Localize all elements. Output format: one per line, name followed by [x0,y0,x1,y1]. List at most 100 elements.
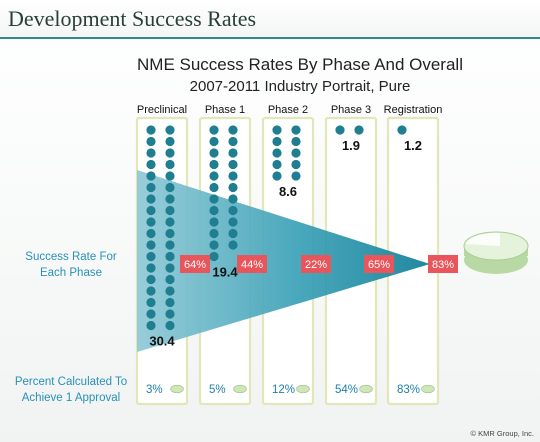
compound-count-label: 1.9 [342,138,360,153]
compound-dot [291,159,301,170]
compound-dot [354,125,364,135]
compound-dot [146,171,156,181]
cumulative-percent-label: 5% [209,384,226,396]
compound-dots [146,125,407,331]
compound-dot [165,240,175,250]
compound-dot [209,136,219,147]
pill-icon [170,384,184,394]
compound-dot [397,125,407,135]
compound-dot [146,228,156,239]
compound-dot [146,136,156,147]
pill-icon [296,384,310,394]
phase-label: Registration [384,104,443,116]
compound-dot [209,171,219,181]
success-rate-label: 65% [368,259,390,271]
funnel-area [137,170,430,352]
success-rate-axis-label: Each Phase [40,267,102,279]
cumulative-axis-label: Achieve 1 Approval [22,392,120,404]
compound-dot [165,125,175,135]
compound-dot [228,205,238,216]
compound-dot [335,125,345,135]
compound-dot [146,297,156,308]
compound-dot [146,217,156,227]
compound-dot [228,148,238,158]
cumulative-percent-label: 3% [146,384,163,396]
compound-dot [209,251,219,262]
success-rate-box [364,255,394,273]
success-rate-box [180,255,210,273]
cumulative-percent-label: 12% [272,384,295,396]
compound-dot [272,125,282,135]
credit: © KMR Group, Inc. [470,429,534,438]
pill-icon [233,384,247,394]
phase-label: Preclinical [137,104,187,116]
funnel-shape [137,170,430,352]
compound-dot [165,228,175,239]
compound-dot [272,136,282,147]
cumulative-percent-label: 83% [397,384,420,396]
compound-dot [146,251,156,262]
compound-dot [209,228,219,239]
compound-dot [165,194,175,204]
compound-dot [165,274,175,285]
chart-title: NME Success Rates By Phase And Overall [137,55,463,74]
phase-label: Phase 1 [205,104,245,116]
slide-title: Development Success Rates [8,6,257,31]
compound-dot [209,148,219,158]
compound-dot [146,320,156,331]
compound-dot [209,125,219,135]
compound-dot [272,159,282,170]
compound-dot [146,159,156,170]
header-rule [0,37,540,39]
compound-dot [228,125,238,135]
compound-dot [272,148,282,158]
compound-dot [209,182,219,193]
compound-dot [228,159,238,170]
compound-count-label: 19.4 [212,265,238,280]
compound-dot [291,125,301,135]
chart-labels: Preclinical Phase 1 Phase 2 Phase 3 Registra… [15,104,529,404]
compound-dot [165,320,175,331]
compound-count-label: 8.6 [279,184,297,199]
compound-dot [165,263,175,273]
header-bar [0,0,540,38]
compound-dot [228,240,238,250]
success-rate-label: 22% [305,259,327,271]
compound-dot [146,205,156,216]
compound-dot [146,274,156,285]
compound-dot [146,125,156,135]
chart-subtitle: 2007-2011 Industry Portrait, Pure [189,78,411,95]
pill-icon [421,384,435,394]
compound-dot [146,263,156,273]
compound-dot [146,309,156,319]
phase-label: Phase 2 [268,104,308,116]
compound-dot [165,205,175,216]
cumulative-axis-label: Percent Calculated To [15,376,127,388]
compound-dot [146,148,156,158]
compound-dot [291,136,301,147]
success-rate-label: 44% [241,259,263,271]
compound-dot [146,286,156,296]
compound-dot [228,171,238,181]
compound-dot [272,171,282,181]
success-rate-box [237,255,267,273]
compound-dot [165,136,175,147]
cumulative-percent-label: 54% [335,384,358,396]
compound-dot [165,182,175,193]
success-rate-axis-label: Success Rate For [25,251,117,263]
compound-dot [209,159,219,170]
compound-dot [165,148,175,158]
compound-dot [291,148,301,158]
compound-dot [228,217,238,227]
compound-dot [146,194,156,204]
compound-dot [209,205,219,216]
compound-dot [165,309,175,319]
compound-dot [228,194,238,204]
compound-dot [165,297,175,308]
success-rate-label: 64% [184,259,206,271]
compound-count-label: 1.2 [404,138,422,153]
compound-dot [228,228,238,239]
compound-dot [165,171,175,181]
compound-count-label: 30.4 [149,334,175,349]
